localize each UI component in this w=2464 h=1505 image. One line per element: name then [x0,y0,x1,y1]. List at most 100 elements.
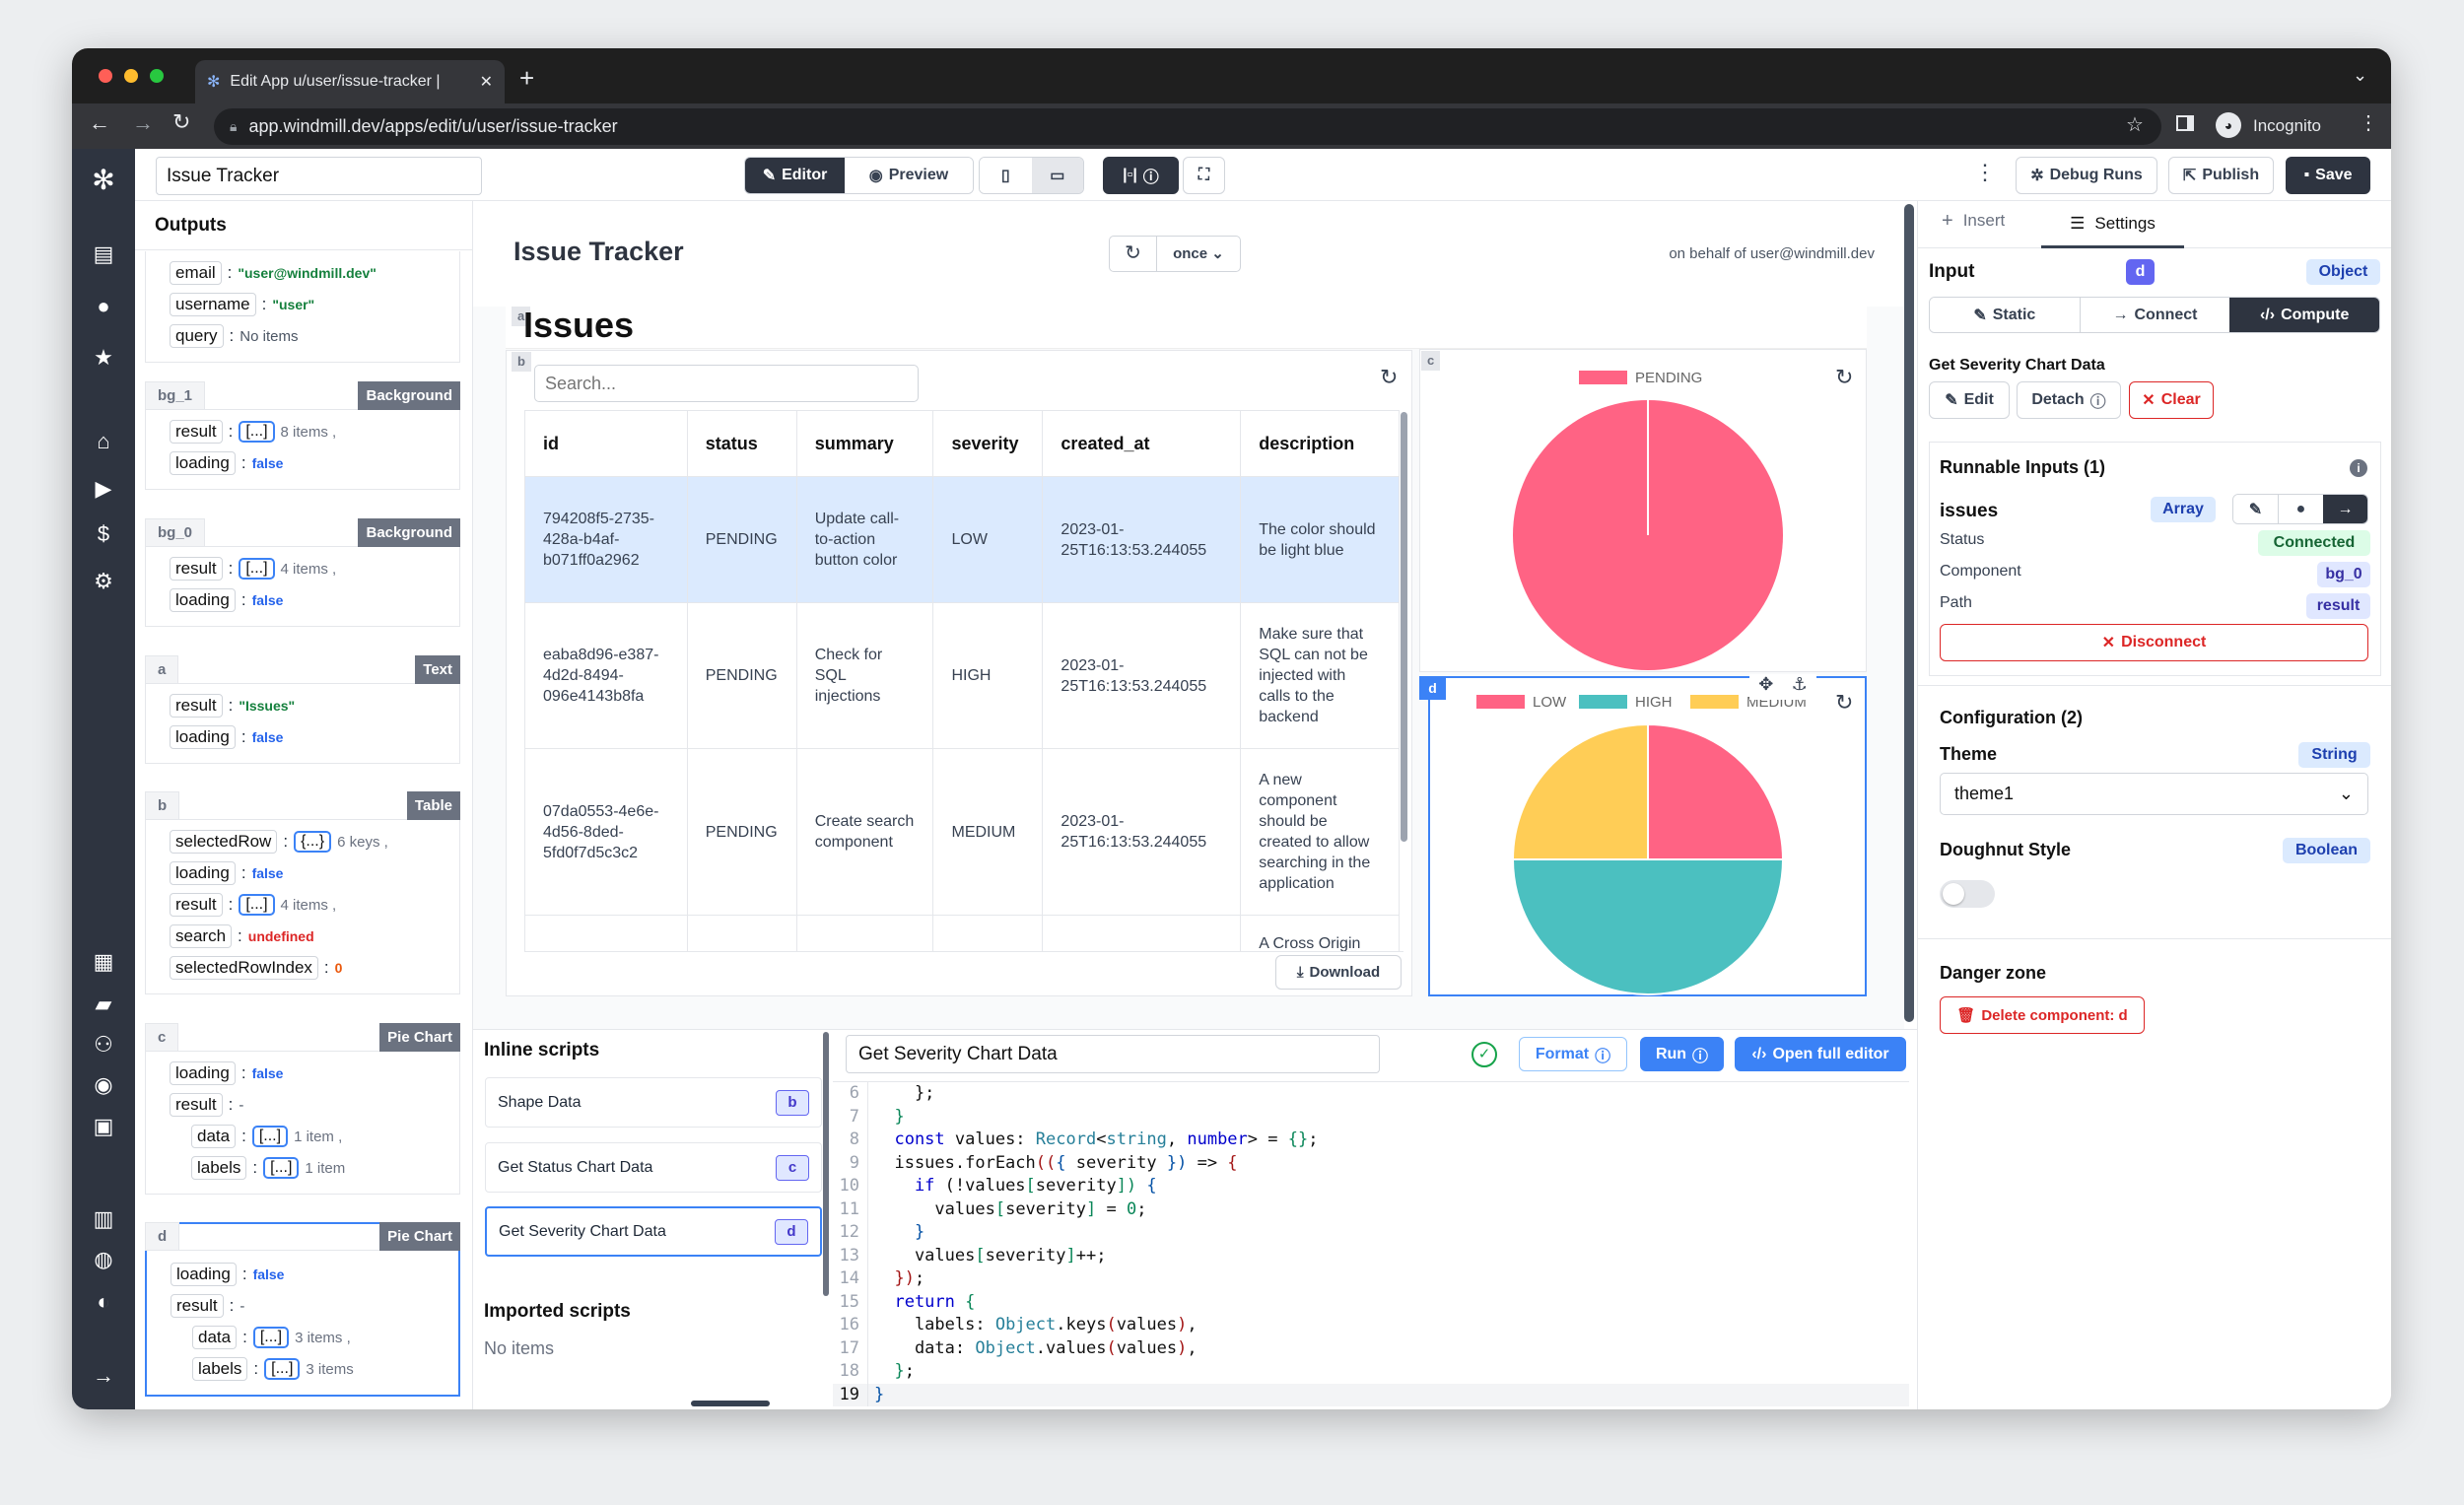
windmill-logo-icon[interactable]: ✻ [92,165,115,195]
browser-tab[interactable]: ✻ Edit App u/user/issue-tracker | ✕ [195,60,505,103]
expand-value-button[interactable]: [...] [239,894,275,916]
output-component-id[interactable]: bg_1 [145,381,206,410]
output-key[interactable]: labels [191,1156,247,1180]
output-component-id[interactable]: c [145,1023,179,1052]
expand-value-button[interactable]: {...} [294,831,332,853]
back-icon[interactable]: ← [89,110,110,135]
script-name-input[interactable]: Get Severity Chart Data [846,1035,1380,1073]
column-header-status[interactable]: status [686,410,797,477]
bookmark-star-icon[interactable]: ☆ [2126,114,2144,136]
connect-source-button[interactable]: → [2323,495,2367,523]
run-button[interactable]: Run ⓘ [1640,1037,1724,1071]
output-key[interactable]: result [170,420,223,444]
output-key[interactable]: result [171,1294,224,1318]
table-refresh-icon[interactable]: ↻ [1380,365,1399,389]
table-row[interactable]: 794208f5-2735-428a-b4af-b071ff0a2962 PEND… [524,476,1400,603]
legend-label-low[interactable]: LOW [1533,694,1567,711]
output-key[interactable]: data [191,1125,237,1148]
close-tab-icon[interactable]: ✕ [479,74,493,91]
legend-label-pending[interactable]: PENDING [1635,370,1702,386]
static-source-button[interactable]: ✎ [2233,495,2279,523]
tab-search-chevron-icon[interactable]: ⌄ [2353,65,2368,85]
maximize-window-button[interactable] [150,69,164,83]
disconnect-button[interactable]: ✕ Disconnect [1940,624,2368,661]
resources-icon[interactable]: ⚙ [94,569,113,593]
mode-compute[interactable]: ‹/› Compute [2229,298,2379,332]
legend-swatch-medium[interactable] [1690,695,1739,709]
component-label-d[interactable]: d [1419,676,1446,700]
minimize-window-button[interactable] [124,69,138,83]
output-key[interactable]: selectedRow [170,830,278,854]
output-key[interactable]: result [170,1093,223,1117]
preview-tab[interactable]: ◉ Preview [845,158,973,193]
legend-swatch-pending[interactable] [1579,371,1627,384]
dollar-icon[interactable]: $ [97,521,110,546]
expand-value-button[interactable]: [...] [239,421,275,443]
output-key[interactable]: email [170,261,222,285]
mobile-view-button[interactable]: ▯ [980,158,1032,193]
tab-insert[interactable]: + Insert [1942,211,2005,231]
output-key[interactable]: data [192,1326,238,1349]
scripts-scrollbar[interactable] [823,1032,829,1296]
groups-icon[interactable]: ⚇ [94,1032,113,1057]
canvas-width-toggle[interactable]: |▫| ⓘ [1103,157,1179,194]
discord-icon[interactable]: ◍ [94,1247,113,1271]
inline-script-item[interactable]: Shape Data b [485,1077,822,1128]
expand-sidebar-icon[interactable]: → [93,1363,114,1388]
refresh-all-icon[interactable]: ↻ [1110,237,1157,271]
table-row[interactable]: eaba8d96-e387-4d2d-8494-096e4143b8fa PEND… [524,602,1400,749]
book-icon[interactable]: ▥ [93,1206,114,1231]
output-key[interactable]: query [170,324,224,348]
component-label-a[interactable]: a [512,307,531,326]
output-key[interactable]: selectedRowIndex [170,956,318,980]
pie-slice-high[interactable] [1511,858,1785,995]
output-component-id[interactable]: bg_0 [145,518,206,547]
save-button[interactable]: ▪ Save [2286,157,2370,194]
calendar-icon[interactable]: ▦ [93,949,114,974]
folder-icon[interactable]: ▰ [95,992,112,1016]
table-search-input[interactable] [534,365,919,402]
expand-value-button[interactable]: [...] [264,1358,301,1380]
output-key[interactable]: labels [192,1357,248,1381]
url-bar[interactable]: 🔒︎ app.windmill.dev/apps/edit/u/user/iss… [214,108,2161,145]
output-component-id[interactable]: b [145,791,180,820]
output-key[interactable]: loading [171,1263,237,1286]
canvas-scrollbar[interactable] [1904,204,1914,1022]
expand-value-button[interactable]: [...] [252,1327,290,1348]
close-window-button[interactable] [99,69,112,83]
column-header-created-at[interactable]: created_at [1042,410,1242,477]
output-key[interactable]: loading [170,1061,236,1085]
output-component-id[interactable]: d [145,1222,180,1251]
publish-button[interactable]: ⇱ Publish [2168,157,2274,194]
output-key[interactable]: loading [170,588,236,612]
star-icon[interactable]: ★ [94,345,113,370]
component-label-b[interactable]: b [512,352,531,372]
output-key[interactable]: result [170,694,223,718]
text-component[interactable] [506,307,1867,349]
chart-d-refresh-icon[interactable]: ↻ [1835,690,1854,715]
home-icon[interactable]: ⌂ [97,429,110,453]
user-source-button[interactable]: ● [2279,495,2323,523]
column-header-description[interactable]: description [1240,410,1400,477]
theme-select[interactable]: theme1 ⌄ [1940,773,2368,815]
refresh-mode-select[interactable]: once ⌄ [1157,237,1240,271]
browser-menu-icon[interactable]: ⋮ [2359,112,2378,134]
edit-script-button[interactable]: ✎ Edit [1929,381,2010,419]
output-key[interactable]: search [170,924,233,948]
app-name-input[interactable]: Issue Tracker [156,157,482,195]
output-key[interactable]: username [170,293,256,316]
clear-button[interactable]: ✕ Clear [2129,381,2214,419]
delete-component-button[interactable]: 🗑︎ Delete component: d [1940,996,2145,1034]
output-key[interactable]: loading [170,725,236,749]
component-label-c[interactable]: c [1421,351,1441,371]
inline-script-item[interactable]: Get Severity Chart Data d [485,1206,822,1257]
legend-label-high[interactable]: HIGH [1635,694,1673,711]
more-menu-icon[interactable]: ⋮ [1974,160,1996,184]
forward-icon[interactable]: → [132,110,154,135]
fullscreen-button[interactable]: ⛶ [1183,157,1225,194]
scripts-h-scrollbar[interactable] [691,1401,770,1406]
column-header-id[interactable]: id [524,410,688,477]
table-row[interactable]: A Cross Origin [524,915,1400,951]
pie-slice-low[interactable] [1647,722,1785,860]
mode-connect[interactable]: → Connect [2080,298,2230,332]
